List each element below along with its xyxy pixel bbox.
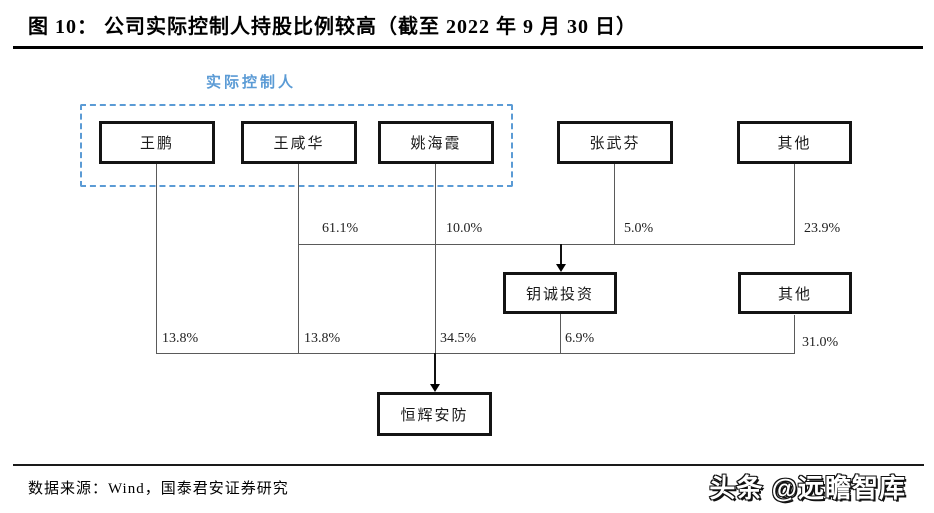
node-label: 恒辉安防 [400,407,469,424]
node-others-mid: 其他 [738,272,852,314]
pct-others-henghui: 31.0% [802,335,839,350]
node-henghui-security: 恒辉安防 [377,392,492,436]
footer-divider [13,464,924,466]
node-label: 其他 [777,286,812,303]
pct-yaohaixia-henghui: 34.5% [440,331,477,346]
arrow-down-icon [430,384,440,392]
connector-line [435,164,436,353]
connector-line [434,353,436,386]
pct-zhangwufen-yuecheng: 5.0% [624,221,654,236]
figure-title: 图 10： 公司实际控制人持股比例较高（截至 2022 年 9 月 30 日） [28,16,637,38]
node-yaohaixia: 姚海霞 [378,121,494,164]
node-zhangwufen: 张武芬 [557,121,673,164]
controller-group-outline [80,104,513,187]
node-label: 姚海霞 [410,136,462,152]
node-label: 其他 [777,136,812,152]
controller-group-label: 实际控制人 [205,75,296,91]
connector-line [794,315,795,353]
node-label: 张武芬 [589,136,641,152]
node-wangxianhua: 王咸华 [241,121,357,164]
node-label: 钥诚投资 [525,286,594,303]
node-label: 王咸华 [273,136,325,152]
node-wangpeng: 王鹏 [99,121,215,164]
connector-line [614,164,615,244]
pct-yaohaixia-yuecheng: 10.0% [446,221,483,236]
arrow-down-icon [556,264,566,272]
toutiao-watermark: 头条 @远瞻智库 [709,472,906,504]
connector-line [560,244,562,266]
connector-line [560,314,561,353]
connector-line [298,164,299,353]
connector-line [156,164,157,353]
connector-line [298,244,795,245]
pct-wangxianhua-yuecheng: 61.1% [322,221,359,236]
pct-wangxianhua-henghui: 13.8% [304,331,341,346]
node-label: 王鹏 [139,136,174,152]
connector-line [156,353,795,354]
pct-others-yuecheng: 23.9% [804,221,841,236]
node-yuecheng-investment: 钥诚投资 [503,272,617,314]
data-source-note: 数据来源：Wind，国泰君安证券研究 [28,481,289,497]
pct-yuecheng-henghui: 6.9% [565,331,595,346]
title-divider [13,46,923,49]
node-others-top: 其他 [737,121,852,164]
pct-wangpeng-henghui: 13.8% [162,331,199,346]
connector-line [794,164,795,244]
